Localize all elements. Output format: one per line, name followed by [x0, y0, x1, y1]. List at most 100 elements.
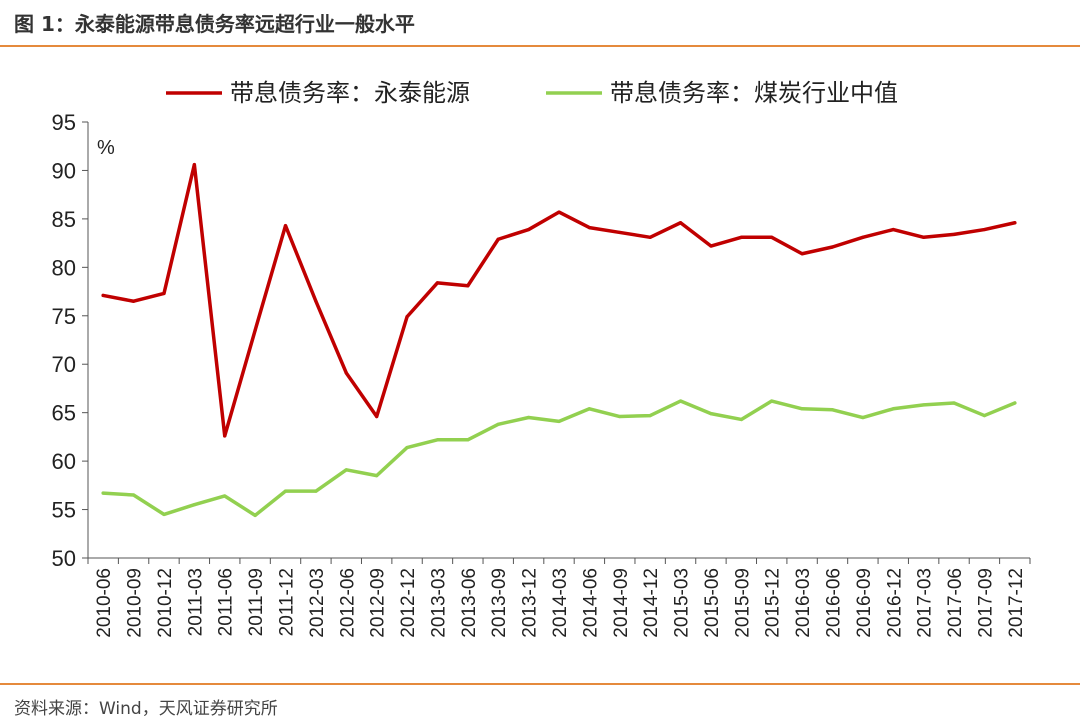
- series-1-point: [223, 434, 227, 438]
- series-2-point: [466, 438, 470, 442]
- x-tick-label: 2012-03: [307, 568, 328, 638]
- series-1-point: [435, 281, 440, 285]
- y-tick-label: 65: [52, 401, 76, 426]
- series-2-point: [162, 512, 166, 517]
- y-tick-label: 55: [52, 498, 76, 523]
- series-2-point: [709, 412, 713, 416]
- series-1-point: [739, 235, 743, 239]
- series-2-point: [283, 489, 288, 493]
- series-2-point: [830, 408, 835, 412]
- series-1-point: [1013, 221, 1017, 225]
- series-2-point: [223, 494, 227, 498]
- series-2-point: [861, 415, 865, 420]
- chart-legend: 带息债务率：永泰能源 带息债务率：煤炭行业中值: [166, 80, 898, 107]
- series-1-point: [344, 371, 348, 375]
- series-2-point: [435, 438, 440, 442]
- x-tick-label: 2010-06: [94, 568, 115, 638]
- series-1-point: [192, 163, 196, 167]
- series-2-point: [770, 399, 774, 403]
- series-2-point: [648, 413, 652, 418]
- series-1-point: [405, 315, 409, 319]
- y-tick-label: 85: [52, 207, 76, 232]
- series-1-point: [952, 232, 956, 236]
- series-1-point: [770, 235, 774, 239]
- x-tick-label: 2016-12: [884, 568, 905, 638]
- series-1-point: [375, 414, 379, 419]
- y-tick-label: 50: [52, 546, 76, 571]
- series-2-point: [982, 413, 987, 418]
- x-tick-label: 2010-12: [155, 568, 176, 638]
- series-1-point: [678, 221, 683, 225]
- figure-title: 图 1：永泰能源带息债务率远超行业一般水平: [14, 12, 415, 36]
- x-tick-label: 2014-03: [550, 568, 571, 638]
- series-1-point: [314, 299, 318, 303]
- x-tick-label: 2011-03: [185, 568, 206, 636]
- series-2-point: [375, 474, 379, 478]
- x-tick-label: 2013-06: [459, 568, 480, 638]
- x-tick-label: 2015-06: [702, 568, 723, 638]
- series-line-2: [101, 399, 1017, 518]
- x-tick-label: 2014-12: [641, 568, 662, 638]
- series-line-1: [101, 162, 1017, 438]
- y-tick-label: 80: [52, 255, 76, 280]
- series-2-point: [678, 399, 683, 403]
- series-2-point: [1013, 401, 1017, 405]
- series-1-point: [557, 210, 561, 214]
- series-2-point: [587, 407, 591, 411]
- x-tick-label: 2014-09: [611, 568, 632, 638]
- series-1-point: [861, 235, 865, 239]
- x-tick-label: 2016-06: [823, 568, 844, 638]
- y-tick-label: 60: [52, 449, 76, 474]
- series-1-point: [131, 299, 136, 303]
- series-2-point: [922, 403, 926, 407]
- x-tick-label: 2012-12: [398, 568, 419, 638]
- series-2-point: [405, 445, 409, 450]
- series-2-point: [192, 503, 196, 507]
- series-1-point: [618, 230, 622, 235]
- y-unit-label: %: [97, 137, 115, 159]
- series-1-point: [496, 237, 500, 241]
- x-tick-label: 2015-03: [672, 568, 693, 638]
- x-tick-label: 2011-09: [246, 568, 267, 636]
- bottom-divider: [0, 683, 1080, 685]
- series-2-point: [800, 407, 804, 411]
- series-1-point: [527, 227, 531, 232]
- series-1-point: [253, 328, 257, 332]
- series-2-point: [496, 422, 500, 426]
- source-note: 资料来源：Wind，天风证券研究所: [14, 699, 278, 719]
- series-2-point: [891, 407, 895, 411]
- series-2-point: [253, 513, 257, 517]
- series-1-point: [648, 235, 652, 239]
- series-1-point: [922, 235, 926, 239]
- x-tick-label: 2013-03: [428, 568, 449, 638]
- x-tick-label: 2013-12: [520, 568, 541, 638]
- series-2-point: [101, 491, 105, 495]
- y-tick-label: 75: [52, 304, 76, 329]
- series-2-point: [344, 468, 348, 472]
- legend-label-2: 带息债务率：煤炭行业中值: [610, 80, 898, 107]
- x-tick-label: 2017-12: [1006, 568, 1027, 638]
- series-2-point: [618, 414, 622, 419]
- x-tick-label: 2013-09: [489, 568, 510, 638]
- x-tick-label: 2015-09: [732, 568, 753, 638]
- series-1-point: [709, 244, 713, 248]
- series-1-point: [283, 224, 288, 228]
- x-axis: 2010-06 2010-09 2010-12 2011-03 2011-06 2011-…: [87, 557, 1031, 638]
- x-tick-label: 2017-03: [915, 568, 936, 638]
- series-1-point: [830, 245, 835, 249]
- series-2-point: [952, 401, 956, 405]
- series-1-point: [587, 226, 591, 230]
- series-1-point: [800, 252, 804, 256]
- legend-label-1: 带息债务率：永泰能源: [230, 80, 470, 107]
- plot-area: [101, 162, 1017, 518]
- x-tick-label: 2011-12: [277, 568, 298, 636]
- y-axis: 50 55 60 65 70 75 80 85 90 95%: [52, 110, 115, 571]
- x-tick-label: 2012-06: [337, 568, 358, 638]
- x-tick-label: 2011-06: [216, 568, 237, 636]
- y-tick-label: 90: [52, 158, 76, 183]
- x-tick-label: 2010-09: [125, 568, 146, 638]
- series-1-point: [162, 291, 166, 296]
- series-2-point: [314, 489, 318, 493]
- series-2-point: [131, 493, 136, 497]
